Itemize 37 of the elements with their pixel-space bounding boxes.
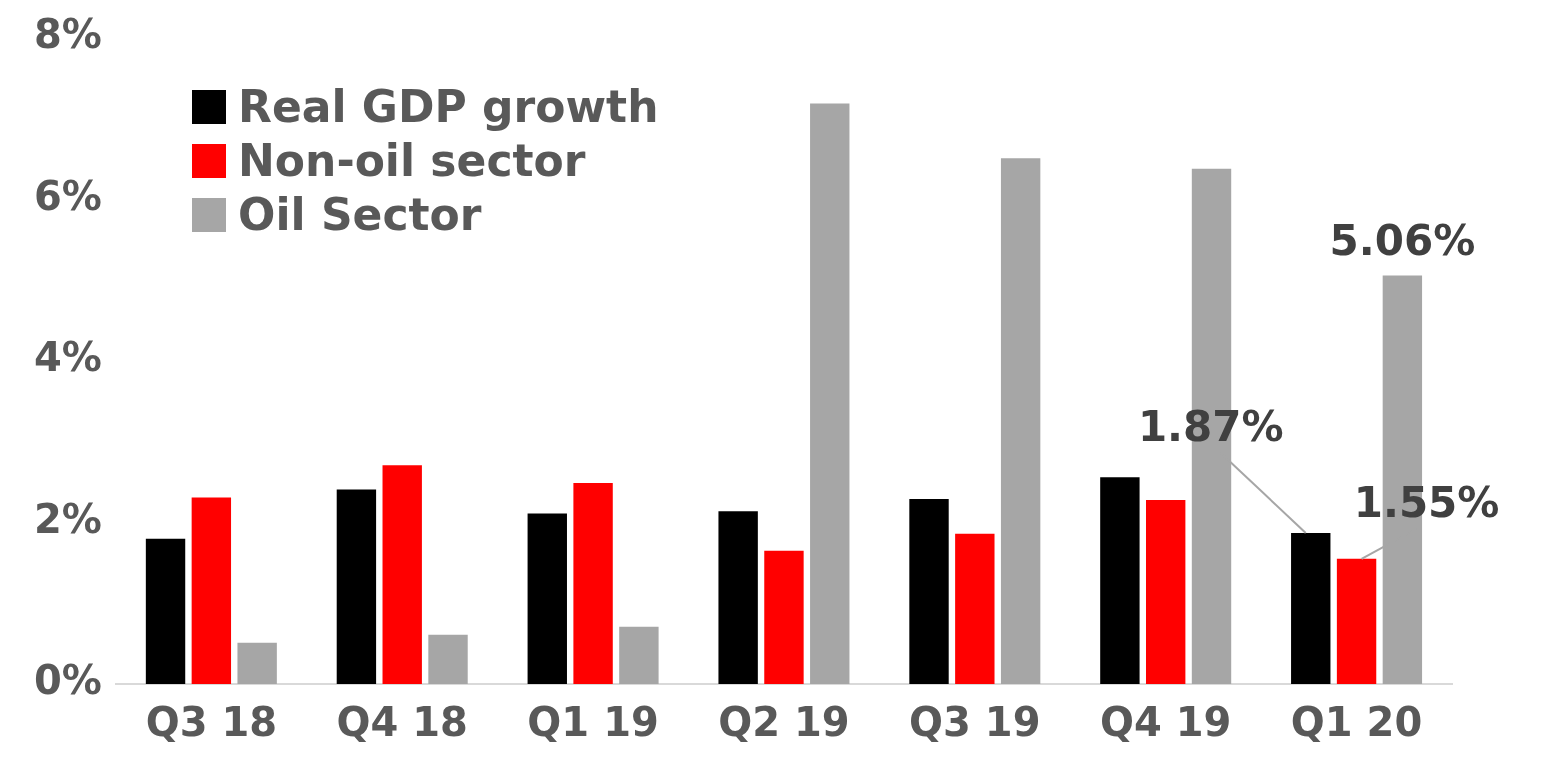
x-tick-label: Q4 18 — [336, 699, 468, 746]
data-label: 1.87% — [1137, 401, 1284, 451]
bar — [428, 634, 468, 684]
data-label: 1.55% — [1353, 477, 1500, 527]
bar — [336, 489, 377, 684]
bar — [527, 513, 567, 684]
x-tick-label: Q1 19 — [527, 699, 659, 746]
x-tick-label: Q1 20 — [1290, 699, 1423, 746]
legend-label: Oil Sector — [238, 188, 482, 242]
y-tick-label: 4% — [33, 334, 102, 381]
bar — [764, 550, 804, 684]
bar — [810, 103, 850, 684]
bar — [382, 465, 422, 684]
bar — [1146, 499, 1186, 684]
x-tick-label: Q2 19 — [718, 699, 850, 746]
bar — [955, 533, 995, 684]
bar — [573, 482, 613, 684]
x-tick-label: Q4 19 — [1099, 699, 1232, 746]
y-tick-label: 0% — [33, 657, 102, 704]
bar — [619, 626, 659, 684]
y-tick-label: 2% — [33, 495, 102, 542]
x-tick-label: Q3 19 — [909, 699, 1041, 746]
bar — [718, 511, 758, 684]
legend-label: Non-oil sector — [238, 134, 586, 188]
bar — [237, 642, 277, 684]
legend-label: Real GDP growth — [238, 80, 659, 134]
y-tick-label: 6% — [33, 172, 102, 219]
bar — [145, 538, 186, 684]
bar — [1000, 158, 1041, 684]
y-tick-label: 8% — [33, 11, 102, 58]
data-label: 5.06% — [1329, 216, 1476, 266]
bar — [1291, 533, 1331, 684]
bar — [1100, 477, 1140, 684]
bar — [909, 499, 949, 684]
bar — [1336, 558, 1377, 684]
x-tick-label: Q3 18 — [145, 699, 278, 746]
bar — [191, 497, 232, 684]
